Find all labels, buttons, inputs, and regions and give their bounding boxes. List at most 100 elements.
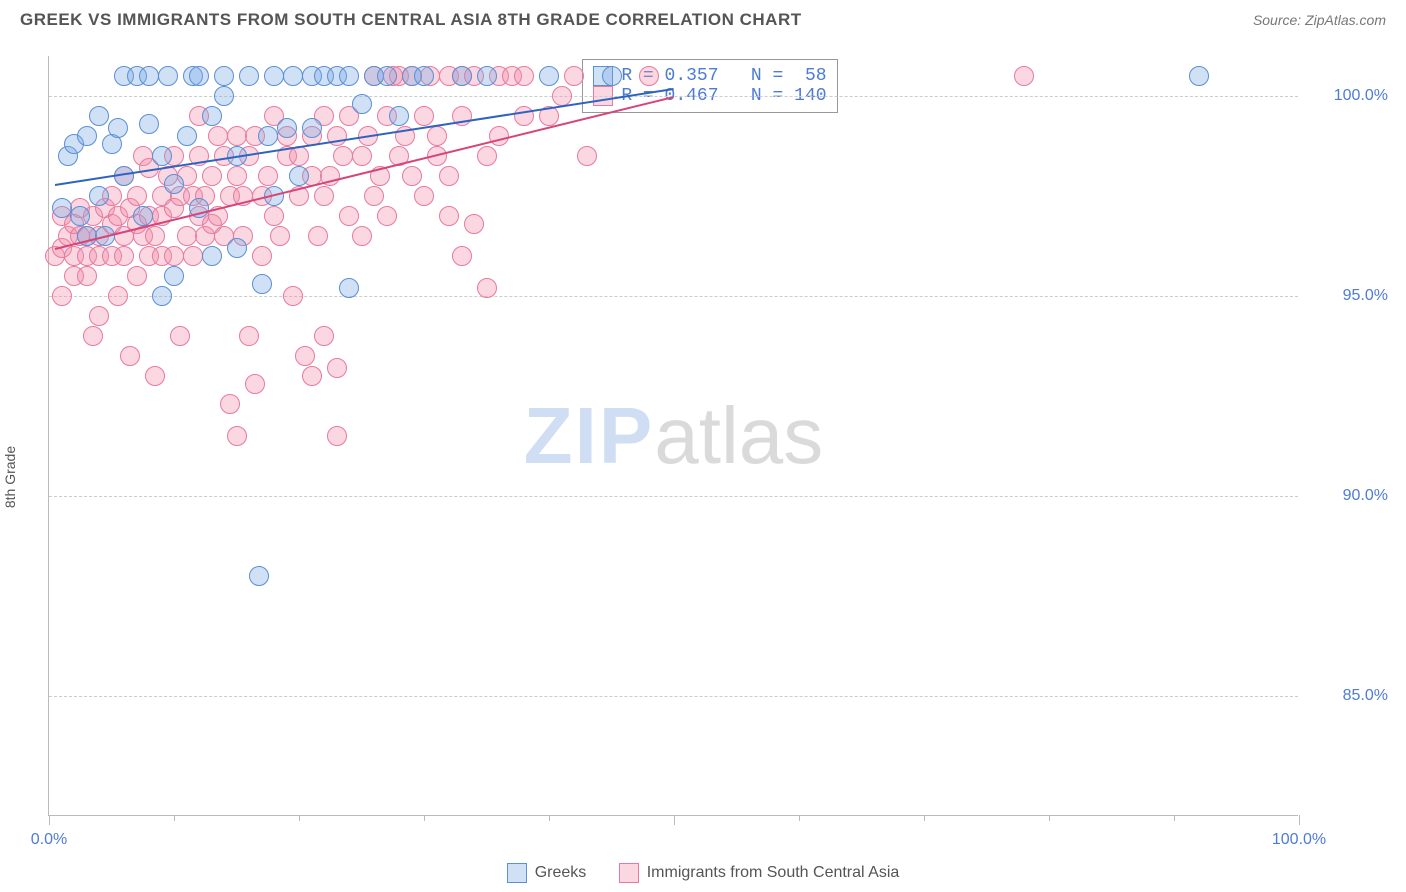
data-point-greeks <box>352 94 372 114</box>
data-point-greeks <box>139 66 159 86</box>
data-point-greeks <box>133 206 153 226</box>
data-point-greeks <box>202 106 222 126</box>
data-point-immigrants <box>120 346 140 366</box>
x-tick-label: 0.0% <box>31 831 67 849</box>
data-point-immigrants <box>308 226 328 246</box>
x-tick <box>49 815 50 825</box>
data-point-immigrants <box>220 394 240 414</box>
data-point-greeks <box>158 66 178 86</box>
data-point-immigrants <box>108 286 128 306</box>
legend-item-immigrants: Immigrants from South Central Asia <box>619 863 900 883</box>
data-point-greeks <box>164 174 184 194</box>
data-point-immigrants <box>427 126 447 146</box>
data-point-greeks <box>89 186 109 206</box>
data-point-immigrants <box>352 226 372 246</box>
data-point-immigrants <box>270 226 290 246</box>
data-point-greeks <box>389 106 409 126</box>
data-point-greeks <box>152 286 172 306</box>
legend-swatch-greeks <box>507 863 527 883</box>
data-point-immigrants <box>552 86 572 106</box>
x-tick <box>799 815 800 821</box>
data-point-greeks <box>249 566 269 586</box>
data-point-immigrants <box>245 374 265 394</box>
data-point-greeks <box>302 118 322 138</box>
x-tick <box>1049 815 1050 821</box>
data-point-greeks <box>227 238 247 258</box>
watermark-atlas: atlas <box>654 391 823 480</box>
data-point-immigrants <box>402 166 422 186</box>
y-axis-label: 8th Grade <box>2 446 18 508</box>
data-point-immigrants <box>464 214 484 234</box>
x-tick <box>674 815 675 825</box>
data-point-immigrants <box>439 206 459 226</box>
plot-region: ZIPatlas R = 0.357 N = 58R = 0.467 N = 1… <box>48 56 1298 816</box>
data-point-immigrants <box>477 146 497 166</box>
data-point-immigrants <box>339 206 359 226</box>
data-point-immigrants <box>314 326 334 346</box>
x-tick <box>924 815 925 821</box>
data-point-immigrants <box>477 278 497 298</box>
legend-swatch-immigrants <box>619 863 639 883</box>
data-point-greeks <box>214 86 234 106</box>
data-point-immigrants <box>127 266 147 286</box>
data-point-immigrants <box>333 146 353 166</box>
data-point-immigrants <box>314 186 334 206</box>
data-point-immigrants <box>564 66 584 86</box>
watermark: ZIPatlas <box>524 390 823 482</box>
data-point-immigrants <box>145 226 165 246</box>
data-point-greeks <box>452 66 472 86</box>
data-point-greeks <box>1189 66 1209 86</box>
data-point-immigrants <box>258 166 278 186</box>
data-point-immigrants <box>52 286 72 306</box>
y-tick-label: 100.0% <box>1308 87 1388 105</box>
data-point-greeks <box>414 66 434 86</box>
data-point-greeks <box>52 198 72 218</box>
data-point-greeks <box>339 278 359 298</box>
legend-label-immigrants: Immigrants from South Central Asia <box>647 864 900 882</box>
x-tick <box>424 815 425 821</box>
data-point-greeks <box>289 166 309 186</box>
data-point-immigrants <box>177 226 197 246</box>
data-point-greeks <box>202 246 222 266</box>
data-point-immigrants <box>127 186 147 206</box>
data-point-immigrants <box>414 186 434 206</box>
x-tick <box>1174 815 1175 821</box>
data-point-immigrants <box>239 326 259 346</box>
data-point-greeks <box>283 66 303 86</box>
data-point-immigrants <box>145 366 165 386</box>
legend-label-greeks: Greeks <box>535 864 587 882</box>
legend: Greeks Immigrants from South Central Asi… <box>0 863 1406 888</box>
data-point-immigrants <box>302 366 322 386</box>
source-label: Source: ZipAtlas.com <box>1253 12 1386 28</box>
data-point-greeks <box>264 66 284 86</box>
data-point-immigrants <box>327 358 347 378</box>
data-point-greeks <box>164 266 184 286</box>
data-point-greeks <box>377 66 397 86</box>
data-point-greeks <box>139 114 159 134</box>
data-point-immigrants <box>170 326 190 346</box>
data-point-immigrants <box>364 186 384 206</box>
gridline <box>49 496 1298 497</box>
watermark-zip: ZIP <box>524 391 654 480</box>
data-point-greeks <box>477 66 497 86</box>
data-point-immigrants <box>227 166 247 186</box>
legend-item-greeks: Greeks <box>507 863 587 883</box>
data-point-greeks <box>214 66 234 86</box>
x-tick-label: 100.0% <box>1272 831 1326 849</box>
data-point-greeks <box>70 206 90 226</box>
data-point-immigrants <box>327 426 347 446</box>
data-point-greeks <box>152 146 172 166</box>
data-point-greeks <box>189 66 209 86</box>
data-point-greeks <box>539 66 559 86</box>
data-point-greeks <box>77 126 97 146</box>
data-point-immigrants <box>377 206 397 226</box>
data-point-greeks <box>89 106 109 126</box>
data-point-immigrants <box>414 106 434 126</box>
data-point-immigrants <box>208 126 228 146</box>
data-point-immigrants <box>77 266 97 286</box>
data-point-greeks <box>339 66 359 86</box>
data-point-greeks <box>602 66 622 86</box>
gridline <box>49 296 1298 297</box>
data-point-immigrants <box>295 346 315 366</box>
data-point-greeks <box>252 274 272 294</box>
